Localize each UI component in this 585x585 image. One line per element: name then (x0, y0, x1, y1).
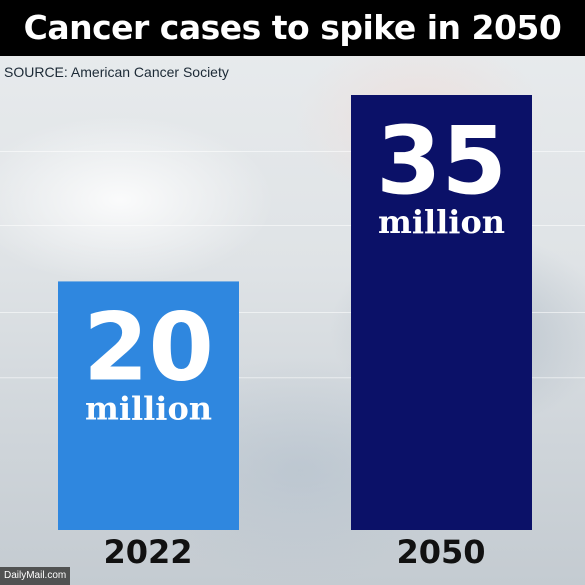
bar-value-label: 20 (83, 293, 214, 402)
bar-value-label: 35 (376, 107, 507, 216)
bar-unit-label: million (378, 203, 505, 241)
source-credit: SOURCE: American Cancer Society (4, 64, 229, 80)
x-tick-label: 2022 (103, 533, 192, 571)
title-bar: Cancer cases to spike in 2050 (0, 0, 585, 56)
dailymail-watermark: DailyMail.com (0, 567, 71, 585)
bar-2022 (58, 281, 239, 530)
bar-2050 (351, 95, 532, 530)
bar-unit-label: million (85, 389, 212, 427)
chart-title: Cancer cases to spike in 2050 (23, 8, 562, 47)
x-tick-label: 2050 (396, 533, 485, 571)
